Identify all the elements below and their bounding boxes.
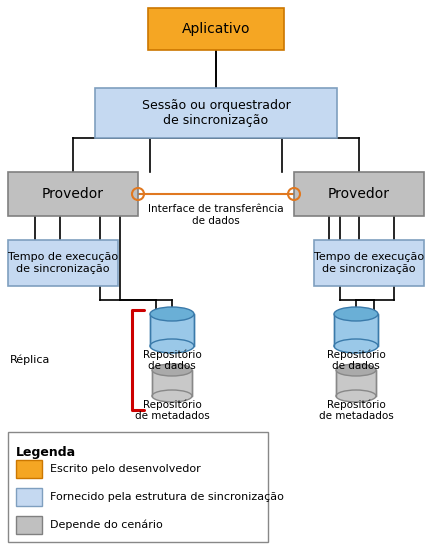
Bar	[334, 314, 378, 346]
Text: Interface de transferência
de dados: Interface de transferência de dados	[148, 204, 284, 225]
Ellipse shape	[334, 307, 378, 321]
Ellipse shape	[334, 339, 378, 353]
Ellipse shape	[150, 307, 194, 321]
Text: Réplica: Réplica	[10, 355, 50, 365]
FancyBboxPatch shape	[95, 88, 337, 138]
Text: Repositório
de metadados: Repositório de metadados	[319, 399, 394, 421]
Text: Repositório
de metadados: Repositório de metadados	[135, 399, 210, 421]
Bar	[152, 370, 192, 396]
Text: Provedor: Provedor	[328, 187, 390, 201]
FancyBboxPatch shape	[148, 8, 284, 50]
Ellipse shape	[336, 364, 376, 376]
FancyBboxPatch shape	[16, 488, 42, 506]
Text: Repositório
de dados: Repositório de dados	[143, 349, 201, 371]
Ellipse shape	[152, 364, 192, 376]
Ellipse shape	[336, 390, 376, 402]
Text: Tempo de execução
de sincronização: Tempo de execução de sincronização	[8, 252, 118, 274]
FancyBboxPatch shape	[8, 432, 268, 542]
Text: Depende do cenário: Depende do cenário	[50, 519, 163, 530]
FancyBboxPatch shape	[294, 172, 424, 216]
Text: Provedor: Provedor	[42, 187, 104, 201]
FancyBboxPatch shape	[8, 172, 138, 216]
Bar	[150, 314, 194, 346]
Ellipse shape	[150, 339, 194, 353]
FancyBboxPatch shape	[8, 240, 118, 286]
Bar	[336, 370, 376, 396]
Text: Legenda: Legenda	[16, 446, 76, 459]
Text: Escrito pelo desenvolvedor: Escrito pelo desenvolvedor	[50, 464, 201, 474]
FancyBboxPatch shape	[16, 460, 42, 478]
FancyBboxPatch shape	[16, 516, 42, 534]
Text: Aplicativo: Aplicativo	[182, 22, 250, 36]
Ellipse shape	[152, 390, 192, 402]
FancyBboxPatch shape	[314, 240, 424, 286]
Text: Repositório
de dados: Repositório de dados	[327, 349, 385, 371]
Text: Tempo de execução
de sincronização: Tempo de execução de sincronização	[314, 252, 424, 274]
Text: Sessão ou orquestrador
de sincronização: Sessão ou orquestrador de sincronização	[142, 99, 290, 127]
Text: Fornecido pela estrutura de sincronização: Fornecido pela estrutura de sincronizaçã…	[50, 492, 284, 502]
